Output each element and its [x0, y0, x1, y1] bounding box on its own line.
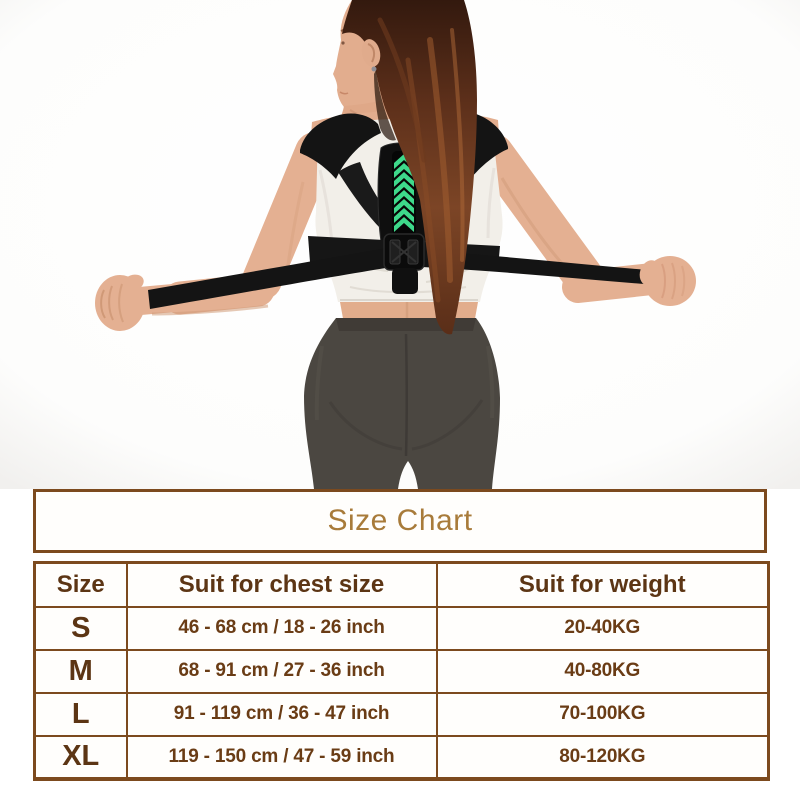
leggings: [304, 318, 500, 489]
table-row-m: M 68 - 91 cm / 27 - 36 inch 40-80KG: [33, 648, 770, 694]
cell-size: M: [33, 648, 128, 694]
cell-chest: 46 - 68 cm / 18 - 26 inch: [125, 605, 438, 651]
cell-weight: 80-120KG: [435, 734, 770, 780]
left-shoulder-pad: [300, 113, 381, 179]
size-chart-header-row: Size Suit for chest size Suit for weight: [33, 561, 770, 608]
size-chart-title-box: Size Chart: [33, 489, 767, 553]
table-row-s: S 46 - 68 cm / 18 - 26 inch 20-40KG: [33, 605, 770, 651]
cell-chest: 91 - 119 cm / 36 - 47 inch: [125, 691, 438, 737]
product-photo: [0, 0, 800, 489]
column-header-weight: Suit for weight: [435, 561, 770, 608]
left-pull-strap: [148, 248, 386, 309]
hair: [342, 0, 477, 335]
posture-brace: [148, 110, 658, 309]
size-chart: Size Chart Size Suit for chest size Suit…: [33, 489, 770, 781]
cell-weight: 40-80KG: [435, 648, 770, 694]
cell-chest: 68 - 91 cm / 27 - 36 inch: [125, 648, 438, 694]
model-figure: [95, 0, 696, 489]
cell-weight: 70-100KG: [435, 691, 770, 737]
cell-size: XL: [33, 734, 128, 780]
cell-weight: 20-40KG: [435, 605, 770, 651]
cell-size: S: [33, 605, 128, 651]
right-fist: [639, 256, 696, 306]
size-chart-title: Size Chart: [327, 504, 473, 537]
right-pull-strap: [422, 250, 658, 285]
size-chart-table: Size Suit for chest size Suit for weight…: [33, 561, 770, 781]
table-row-l: L 91 - 119 cm / 36 - 47 inch 70-100KG: [33, 691, 770, 737]
cell-chest: 119 - 150 cm / 47 - 59 inch: [125, 734, 438, 780]
cell-size: L: [33, 691, 128, 737]
buckle: [383, 233, 425, 294]
ear: [361, 39, 381, 72]
left-fist: [95, 274, 145, 331]
column-header-size: Size: [33, 561, 128, 608]
earring: [371, 66, 377, 72]
green-arrow-panel: [377, 142, 431, 243]
column-header-chest: Suit for chest size: [125, 561, 438, 608]
table-row-xl: XL 119 - 150 cm / 47 - 59 inch 80-120KG: [33, 734, 770, 780]
